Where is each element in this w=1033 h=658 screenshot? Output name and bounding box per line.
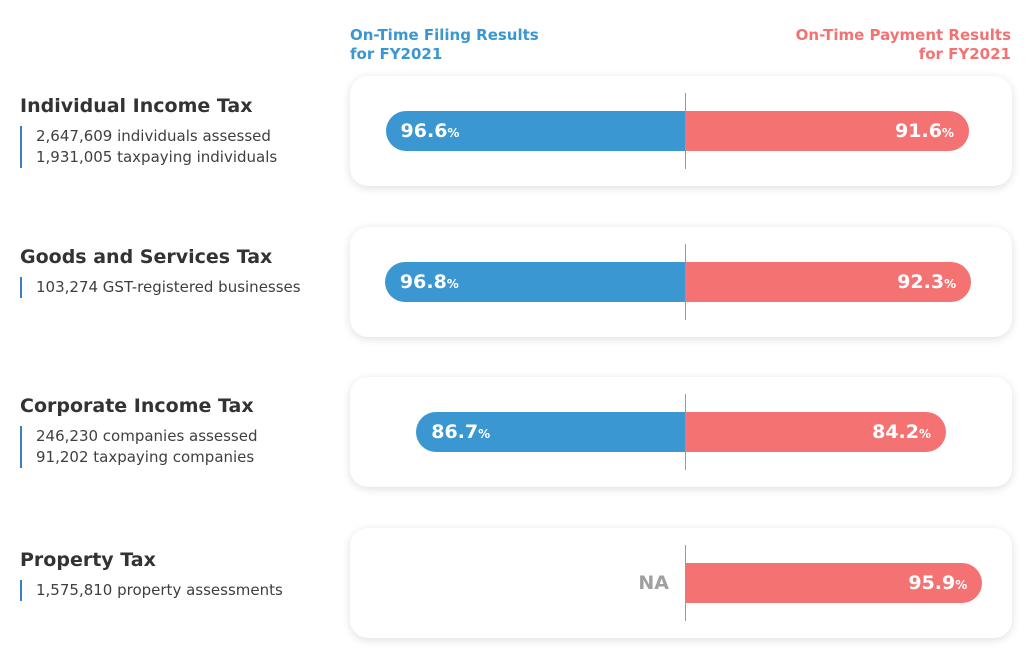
payment-header-line1: On-Time Payment Results <box>795 26 1011 44</box>
individual-income-tax-payment-label: 91.6% <box>895 111 954 153</box>
corporate-income-tax-filing-bar: 86.7% <box>416 412 685 452</box>
corporate-income-tax-payment-bar: 84.2% <box>685 412 947 454</box>
individual-income-tax-title: Individual Income Tax <box>20 95 253 117</box>
goods-and-services-tax-payment-label: 92.3% <box>897 262 956 304</box>
property-tax-payment-value: 95.9 <box>908 572 956 594</box>
property-tax-card: NA 95.9% <box>350 528 1012 638</box>
goods-and-services-tax-payment-bar: 92.3% <box>685 262 972 304</box>
goods-and-services-tax-filing-value: 96.8 <box>399 271 447 293</box>
individual-income-tax-payment-value: 91.6 <box>895 120 942 142</box>
individual-income-tax-detail-2: 1,931,005 taxpaying individuals <box>36 148 278 166</box>
filing-header-line2: for FY2021 <box>350 45 443 63</box>
individual-income-tax-filing-bar: 96.6% <box>385 111 685 153</box>
property-tax-label-block: Property Tax 1,575,810 property assessmen… <box>20 548 340 601</box>
goods-and-services-tax-filing-label: 96.8% <box>400 262 459 304</box>
goods-and-services-tax-payment-value: 92.3 <box>897 271 945 293</box>
corporate-income-tax-title: Corporate Income Tax <box>20 395 254 417</box>
individual-income-tax-filing-value: 96.6 <box>400 120 448 142</box>
filing-header-line1: On-Time Filing Results <box>350 26 539 44</box>
property-tax-payment-bar: 95.9% <box>685 563 983 605</box>
property-tax-details: 1,575,810 property assessments <box>20 580 340 601</box>
goods-and-services-tax-detail-1: 103,274 GST-registered businesses <box>36 278 301 296</box>
corporate-income-tax-filing-value: 86.7 <box>431 421 479 443</box>
filing-header: On-Time Filing Results for FY2021 <box>350 26 539 64</box>
payment-header-line2: for FY2021 <box>918 45 1011 63</box>
individual-income-tax-filing-unit: % <box>447 126 460 140</box>
corporate-income-tax-filing-label: 86.7% <box>431 412 490 454</box>
corporate-income-tax-details: 246,230 companies assessed 91,202 taxpayi… <box>20 426 340 468</box>
corporate-income-tax-payment-value: 84.2 <box>872 421 919 443</box>
corporate-income-tax-detail-2: 91,202 taxpaying companies <box>36 448 255 466</box>
individual-income-tax-label-block: Individual Income Tax 2,647,609 individua… <box>20 94 340 168</box>
payment-header: On-Time Payment Results for FY2021 <box>796 26 1011 64</box>
property-tax-detail-1: 1,575,810 property assessments <box>36 581 283 599</box>
corporate-income-tax-detail-1: 246,230 companies assessed <box>36 427 258 445</box>
corporate-income-tax-label-block: Corporate Income Tax 246,230 companies as… <box>20 394 340 468</box>
goods-and-services-tax-label-block: Goods and Services Tax 103,274 GST-regist… <box>20 245 340 298</box>
goods-and-services-tax-details: 103,274 GST-registered businesses <box>20 277 340 298</box>
corporate-income-tax-card: 86.7% 84.2% <box>350 377 1012 487</box>
individual-income-tax-filing-label: 96.6% <box>401 111 460 153</box>
property-tax-payment-unit: % <box>955 578 968 592</box>
individual-income-tax-payment-bar: 91.6% <box>685 111 969 151</box>
individual-income-tax-details: 2,647,609 individuals assessed 1,931,005 … <box>20 126 340 168</box>
corporate-income-tax-payment-label: 84.2% <box>872 412 931 454</box>
individual-income-tax-card: 96.6% 91.6% <box>350 76 1012 186</box>
corporate-income-tax-filing-unit: % <box>478 427 491 441</box>
goods-and-services-tax-payment-unit: % <box>944 277 957 291</box>
individual-income-tax-payment-unit: % <box>941 126 954 140</box>
individual-income-tax-detail-1: 2,647,609 individuals assessed <box>36 127 271 145</box>
property-tax-payment-label: 95.9% <box>908 563 967 605</box>
property-tax-filing-na: NA <box>638 572 669 594</box>
goods-and-services-tax-filing-unit: % <box>446 277 459 291</box>
goods-and-services-tax-card: 96.8% 92.3% <box>350 227 1012 337</box>
corporate-income-tax-payment-unit: % <box>918 427 932 441</box>
goods-and-services-tax-filing-bar: 96.8% <box>384 262 685 304</box>
property-tax-title: Property Tax <box>20 549 156 571</box>
goods-and-services-tax-title: Goods and Services Tax <box>20 246 273 268</box>
